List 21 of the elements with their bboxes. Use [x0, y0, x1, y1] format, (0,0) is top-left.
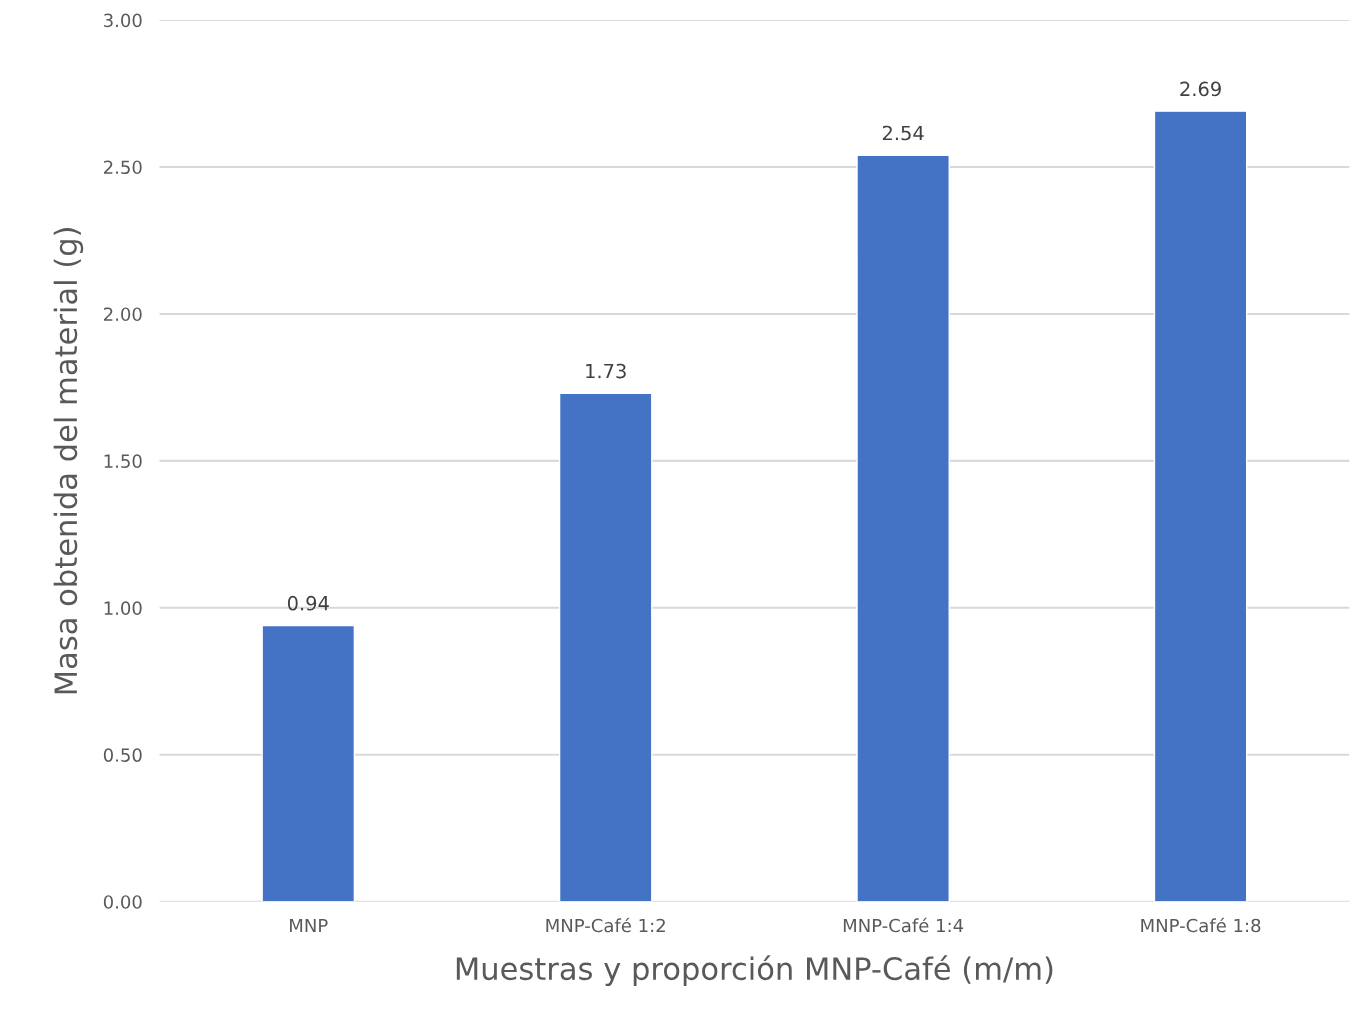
y-tick-label: 1.00 [104, 601, 142, 615]
y-axis-title: Masa obtenida del material (g) [53, 228, 84, 694]
y-tick-label: 1.50 [104, 454, 142, 468]
y-tick-label: 3.00 [104, 13, 142, 28]
x-tick-label: MNP-Café 1:4 [843, 917, 964, 933]
y-tick-label: 0.00 [103, 895, 142, 909]
bar [558, 392, 653, 902]
data-label: 0.94 [287, 595, 329, 611]
data-label: 2.54 [882, 125, 924, 141]
y-tick-label: 0.50 [103, 748, 142, 762]
y-tick-label: 2.50 [103, 160, 142, 175]
bar [261, 624, 356, 902]
x-tick-label: MNP-Café 1:8 [1141, 917, 1261, 933]
x-axis-title: Muestras y proporción MNP-Café (m/m) [456, 955, 1053, 987]
data-label: 1.73 [586, 363, 626, 379]
bar [1153, 110, 1248, 902]
data-label: 2.69 [1180, 81, 1221, 97]
x-tick-label: MNP-Café 1:2 [546, 917, 665, 933]
y-tick-label: 2.00 [103, 307, 142, 322]
x-tick-label: MNP [290, 918, 328, 933]
bar [856, 154, 950, 902]
